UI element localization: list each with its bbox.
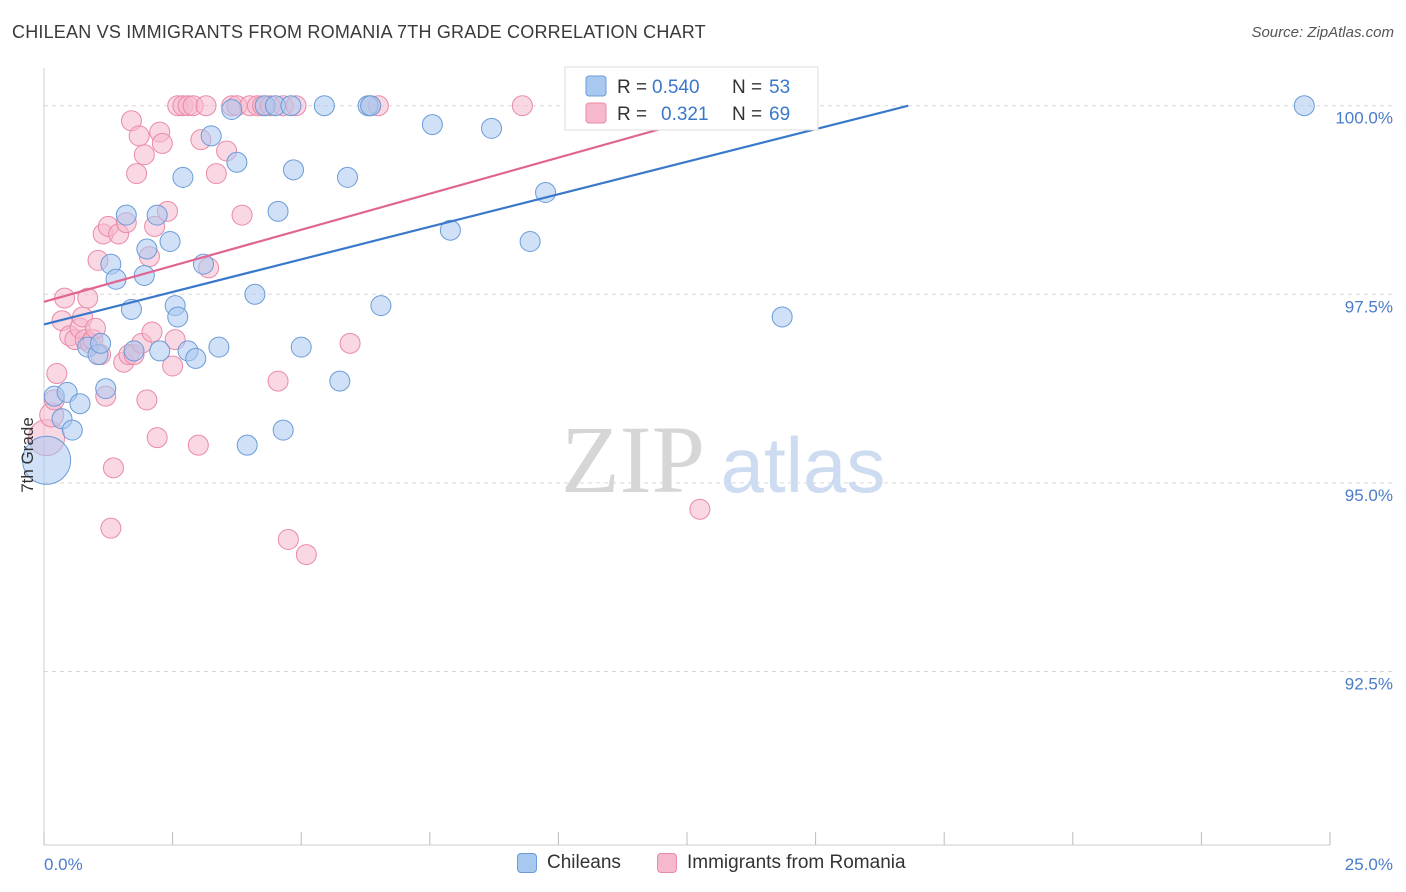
romania-point-67	[511, 95, 533, 117]
romania-trend-line	[43, 104, 744, 303]
bottom-legend-chileans: Chileans	[517, 852, 621, 874]
romania-point-59	[267, 370, 289, 392]
chilean-point-38	[290, 336, 312, 358]
romania-point-54	[231, 204, 253, 226]
legend-frame	[564, 66, 819, 131]
chilean-point-21	[167, 306, 189, 328]
chilean-point-9	[95, 378, 117, 400]
chilean-point-47	[519, 231, 541, 253]
y-tick-label-3: 100.0%	[1335, 109, 1393, 128]
bottom-legend: Chileans Immigrants from Romania	[0, 852, 1406, 878]
legend-n-label-2: N =	[732, 104, 762, 125]
legend-swatch-chileans	[585, 75, 607, 97]
series-chileans	[22, 95, 1315, 485]
romania-point-29	[128, 125, 150, 147]
chilean-point-41	[336, 166, 358, 188]
watermark-zip: ZIP	[561, 406, 705, 513]
chilean-point-14	[123, 340, 145, 362]
chilean-point-28	[221, 98, 243, 120]
y-tick-label-0: 92.5%	[1345, 674, 1393, 693]
chilean-point-52	[360, 95, 382, 117]
chilean-point-35	[272, 419, 294, 441]
x-tick-labels: 0.0% 25.0%	[44, 855, 1393, 874]
legend-swatch-romania	[585, 102, 607, 124]
romania-point-48	[195, 95, 217, 117]
chart-title: CHILEAN VS IMMIGRANTS FROM ROMANIA 7TH G…	[12, 22, 706, 42]
chilean-point-17	[146, 204, 168, 226]
chilean-point-16	[136, 238, 158, 260]
romania-point-64	[339, 332, 361, 354]
watermark: ZIP atlas	[561, 406, 885, 513]
legend-n-value-1: 53	[769, 77, 790, 98]
romania-point-21	[102, 457, 124, 479]
chilean-point-48	[535, 181, 557, 203]
legend-n-label-1: N =	[732, 77, 762, 98]
y-axis-title: 7th Grade	[18, 417, 37, 493]
chilean-point-46	[481, 117, 503, 139]
chilean-point-18	[149, 340, 171, 362]
chilean-point-30	[236, 434, 258, 456]
chilean-point-34	[267, 200, 289, 222]
chilean-point-50	[771, 306, 793, 328]
romania-swatch	[657, 853, 677, 873]
chilean-point-45	[439, 219, 461, 241]
chilean-point-37	[282, 159, 304, 181]
chilean-point-29	[226, 151, 248, 173]
y-tick-labels: 92.5% 95.0% 97.5% 100.0%	[1335, 109, 1393, 694]
y-tick-label-2: 97.5%	[1345, 297, 1393, 316]
legend-box: R = 0.540 N = 53 R = 0.321 N = 69	[564, 66, 819, 131]
source-label: Source: ZipAtlas.com	[1251, 24, 1394, 41]
romania-point-28	[126, 163, 148, 185]
romania-point-68	[689, 498, 711, 520]
romania-point-3	[46, 363, 68, 385]
chileans-label: Chileans	[547, 852, 621, 873]
chileans-trend-line	[43, 104, 909, 326]
chilean-point-44	[421, 114, 443, 136]
grid-lines	[44, 105, 1392, 672]
romania-label: Immigrants from Romania	[687, 852, 906, 873]
chilean-point-31	[244, 283, 266, 305]
chilean-point-5	[69, 393, 91, 415]
romania-point-63	[295, 544, 317, 566]
trend-lines	[43, 104, 909, 326]
chilean-point-8	[90, 332, 112, 354]
chilean-point-39	[313, 95, 335, 117]
romania-point-34	[141, 321, 163, 343]
y-tick-label-1: 95.0%	[1345, 486, 1393, 505]
chilean-point-19	[159, 231, 181, 253]
chilean-point-43	[370, 295, 392, 317]
romania-point-46	[187, 434, 209, 456]
legend-r-label-2: R =	[617, 104, 647, 125]
watermark-atlas: atlas	[721, 421, 886, 509]
bottom-legend-romania: Immigrants from Romania	[657, 852, 906, 874]
legend-r-value-2: 0.321	[661, 104, 709, 125]
chilean-point-0	[22, 435, 72, 485]
x-tick-label-1: 25.0%	[1345, 855, 1393, 874]
chilean-point-51	[1293, 95, 1315, 117]
romania-point-61	[277, 528, 299, 550]
chilean-point-4	[61, 419, 83, 441]
chilean-point-27	[208, 336, 230, 358]
chilean-point-26	[200, 125, 222, 147]
chilean-point-36	[280, 95, 302, 117]
x-tick-label-0: 0.0%	[44, 855, 83, 874]
romania-point-36	[146, 427, 168, 449]
romania-point-40	[162, 355, 184, 377]
romania-point-11	[77, 287, 99, 309]
chilean-point-40	[329, 370, 351, 392]
chileans-swatch	[517, 853, 537, 873]
legend-r-label-1: R =	[617, 77, 647, 98]
legend-r-value-1: 0.540	[652, 77, 700, 98]
chilean-point-12	[115, 204, 137, 226]
legend-n-value-2: 69	[769, 104, 790, 125]
romania-point-50	[205, 163, 227, 185]
romania-point-32	[136, 389, 158, 411]
romania-point-31	[133, 144, 155, 166]
chilean-point-22	[172, 166, 194, 188]
romania-point-20	[100, 517, 122, 539]
romania-point-38	[151, 132, 173, 154]
chilean-point-24	[185, 347, 207, 369]
